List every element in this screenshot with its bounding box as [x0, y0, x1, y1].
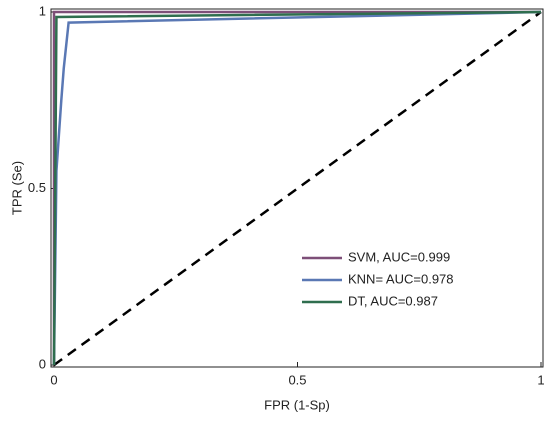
reference-line [53, 10, 542, 367]
x-tick-label: 0 [50, 372, 57, 387]
y-tick-label: 0 [39, 356, 46, 371]
series-line [52, 10, 542, 366]
y-tick-label: 0.5 [28, 180, 46, 195]
legend-label: DT, AUC=0.987 [348, 293, 438, 308]
x-axis-label: FPR (1-Sp) [264, 397, 330, 412]
legend-label: KNN= AUC=0.978 [348, 271, 454, 286]
x-tick-label: 1 [537, 372, 544, 387]
x-tick-label: 0.5 [288, 372, 306, 387]
y-axis-label: TPR (Se) [9, 161, 24, 215]
legend-label: SVM, AUC=0.999 [348, 249, 450, 264]
y-tick-label: 1 [39, 3, 46, 18]
